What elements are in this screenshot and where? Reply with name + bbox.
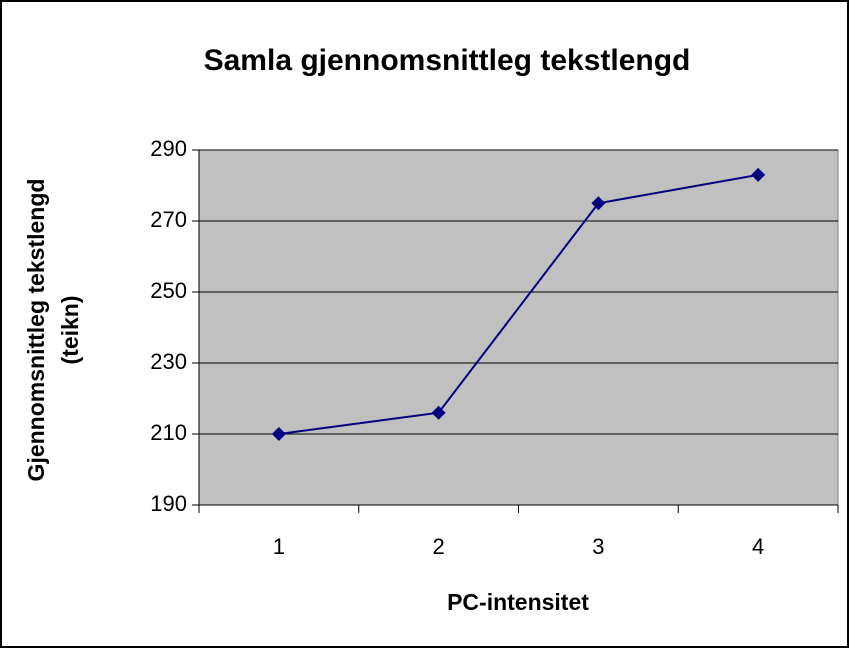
x-tick-label: 2	[433, 534, 445, 559]
y-tick-label: 210	[150, 420, 187, 445]
data-point	[591, 196, 606, 211]
y-tick-label: 190	[150, 491, 187, 516]
data-point	[751, 167, 766, 182]
data-point	[271, 427, 286, 441]
y-tick-label: 250	[150, 278, 187, 303]
data-line	[278, 173, 759, 435]
x-tick-label: 3	[592, 534, 604, 559]
y-tick-label: 270	[150, 207, 187, 232]
y-tick-label: 290	[150, 136, 187, 161]
chart-title: Samla gjennomsnittleg tekstlengd	[204, 44, 691, 77]
y-axis-label: Gjennomsnittleg tekstlengd	[23, 179, 49, 482]
data-point	[431, 405, 446, 420]
plot-area	[198, 149, 839, 506]
x-tick-label: 1	[273, 534, 285, 559]
x-axis-label: PC-intensitet	[447, 589, 589, 615]
y-axis-label: (teikn)	[57, 296, 83, 365]
x-tick-label: 4	[752, 534, 764, 559]
y-tick-label: 230	[150, 349, 187, 374]
